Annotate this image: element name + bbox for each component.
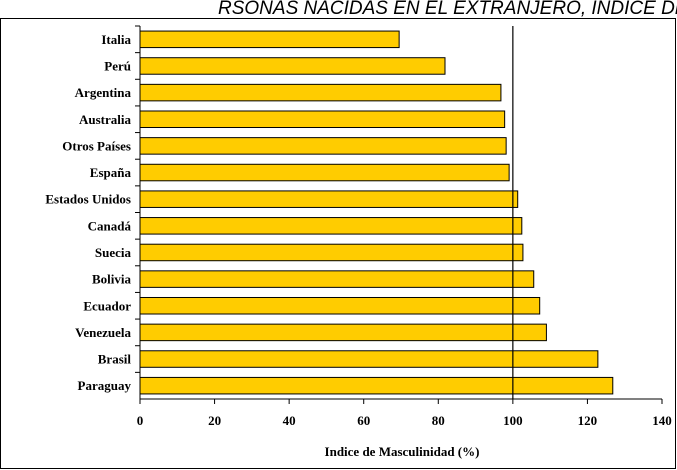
category-label: Paraguay [78, 378, 132, 393]
bar-5 [139, 163, 510, 182]
category-label: Brasil [98, 352, 132, 367]
category-label: Italia [101, 32, 131, 47]
chart-header-fragment: RSONAS NACIDAS EN EL EXTRANJERO, ÍNDICE … [218, 0, 677, 19]
x-tick-label: 40 [283, 413, 296, 428]
x-tick-label: 80 [432, 413, 445, 428]
category-label: Suecia [95, 245, 132, 260]
bar-3 [139, 110, 506, 129]
category-label: Otros Países [62, 138, 131, 153]
x-tick-label: 60 [357, 413, 370, 428]
category-label: Perú [104, 58, 131, 73]
plot-area: Italia Perú Argentina Australia Otros Países… [45, 25, 672, 428]
bar-8 [139, 243, 524, 262]
category-label: Venezuela [75, 325, 131, 340]
bar-2 [139, 83, 502, 102]
x-tick-label: 120 [578, 413, 598, 428]
bar-13 [139, 376, 614, 395]
category-label: Canadá [88, 218, 132, 233]
x-axis-title: Indice de Masculinidad (%) [325, 444, 480, 459]
bar-0 [139, 30, 400, 49]
bar-11 [139, 323, 547, 342]
category-label: Estados Unidos [45, 192, 131, 207]
category-label: España [90, 165, 132, 180]
category-label: Bolivia [92, 272, 132, 287]
bar-1 [139, 57, 446, 75]
category-label: Argentina [75, 85, 132, 100]
bar-7 [139, 217, 523, 235]
bar-4 [139, 137, 507, 155]
x-tick-label: 100 [503, 413, 523, 428]
bar-10 [139, 296, 541, 315]
bar-12 [139, 350, 599, 368]
bar-6 [139, 190, 519, 208]
bar-9 [139, 270, 535, 288]
x-tick-label: 0 [137, 413, 144, 428]
x-tick-label: 140 [652, 413, 672, 428]
category-label: Ecuador [83, 298, 131, 313]
category-label: Australia [79, 112, 132, 127]
x-tick-label: 20 [208, 413, 221, 428]
